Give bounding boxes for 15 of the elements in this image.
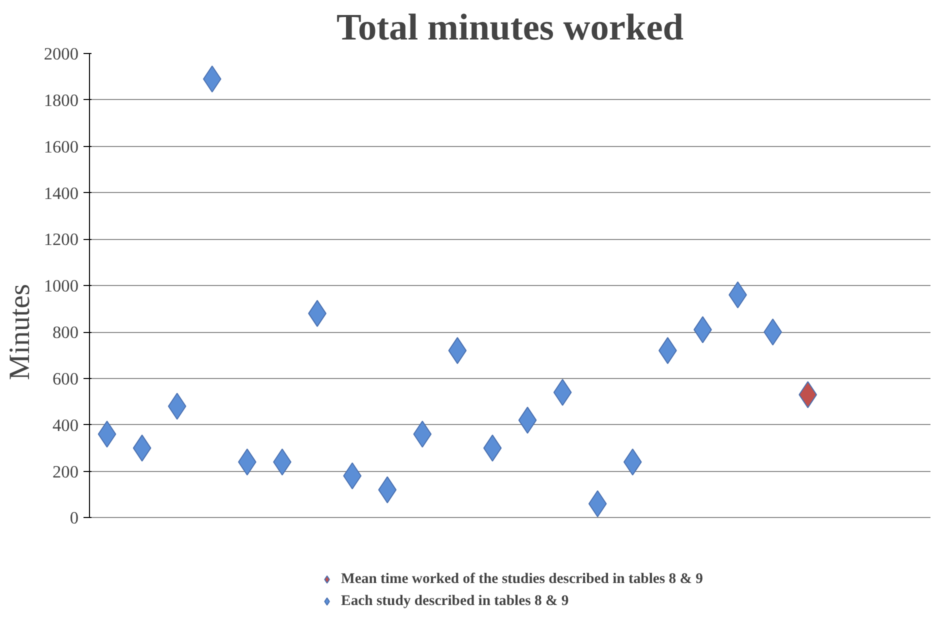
y-tick-label: 400 xyxy=(52,416,79,435)
legend-label: Mean time worked of the studies described in tables 8 & 9 xyxy=(341,570,703,588)
y-tick-label: 1600 xyxy=(44,137,78,156)
y-tick-label: 1800 xyxy=(44,90,78,110)
y-tick-label: 2000 xyxy=(44,44,78,64)
y-tick-label: 800 xyxy=(52,323,79,342)
y-axis-title: Minutes xyxy=(4,284,36,380)
y-tick-label: 600 xyxy=(52,369,79,388)
y-tick-label: 0 xyxy=(70,508,79,528)
y-tick-label: 1000 xyxy=(44,276,78,296)
y-tick-label: 1400 xyxy=(44,184,78,203)
chart-title: Total minutes worked xyxy=(336,8,684,48)
y-tick-label: 200 xyxy=(52,462,79,482)
y-tick-label: 1200 xyxy=(44,230,78,250)
legend-label: Each study described in tables 8 & 9 xyxy=(341,592,569,610)
